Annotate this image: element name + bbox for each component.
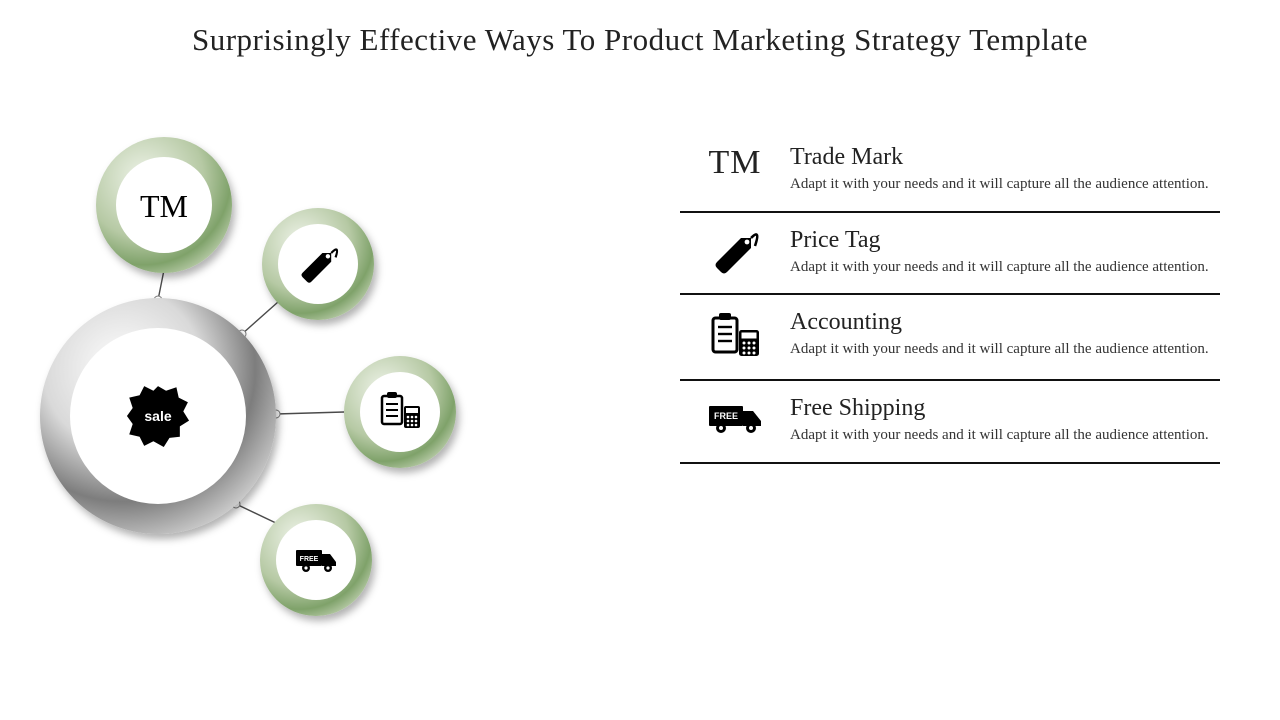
svg-text:FREE: FREE [714, 411, 738, 421]
trademark-icon: TM [680, 144, 790, 182]
clipboard-calc-icon [680, 309, 790, 363]
node-accounting [344, 356, 456, 468]
legend-row-trademark: TM Trade Mark Adapt it with your needs a… [680, 130, 1220, 213]
node-pricetag [262, 208, 374, 320]
central-node: sale [40, 298, 276, 534]
legend: TM Trade Mark Adapt it with your needs a… [680, 130, 1220, 464]
legend-title: Price Tag [790, 227, 1220, 254]
tag-icon [680, 227, 790, 277]
legend-desc: Adapt it with your needs and it will cap… [790, 175, 1220, 195]
legend-title: Trade Mark [790, 144, 1220, 171]
slide: Surprisingly Effective Ways To Product M… [0, 0, 1280, 720]
legend-row-accounting: Accounting Adapt it with your needs and … [680, 295, 1220, 381]
diagram: sale TM [0, 0, 640, 720]
legend-title: Free Shipping [790, 395, 1220, 422]
legend-desc: Adapt it with your needs and it will cap… [790, 258, 1220, 278]
node-shipping: FREE [260, 504, 372, 616]
node-trademark: TM [96, 137, 232, 273]
svg-text:sale: sale [144, 408, 171, 424]
svg-text:FREE: FREE [300, 556, 319, 563]
legend-title: Accounting [790, 309, 1220, 336]
legend-row-pricetag: Price Tag Adapt it with your needs and i… [680, 213, 1220, 296]
truck-icon: FREE [680, 395, 790, 441]
trademark-icon: TM [140, 188, 188, 224]
legend-row-shipping: FREE Free Shipping Adapt it with your ne… [680, 381, 1220, 464]
legend-desc: Adapt it with your needs and it will cap… [790, 426, 1220, 446]
legend-desc: Adapt it with your needs and it will cap… [790, 340, 1220, 360]
